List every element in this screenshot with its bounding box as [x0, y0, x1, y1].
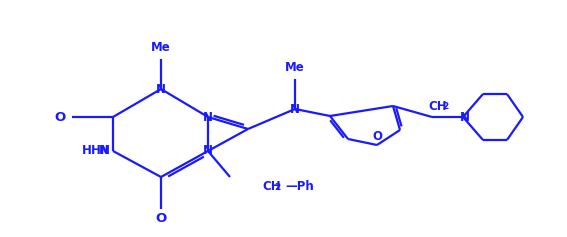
Text: 2: 2 [274, 182, 280, 191]
Text: N: N [203, 110, 213, 123]
Text: N: N [100, 145, 110, 158]
Text: Me: Me [285, 60, 305, 73]
Text: 2: 2 [442, 101, 448, 110]
Text: N: N [99, 145, 109, 158]
Text: N: N [156, 82, 166, 96]
Text: N: N [203, 145, 213, 158]
Text: O: O [155, 213, 167, 225]
Text: CH: CH [428, 100, 447, 113]
Text: —: — [446, 110, 458, 123]
Text: CH: CH [262, 181, 281, 193]
Text: N: N [460, 110, 470, 123]
Text: H: H [91, 145, 101, 158]
Text: O: O [372, 131, 382, 143]
Text: H: H [82, 145, 92, 158]
Text: Me: Me [151, 41, 171, 54]
Text: N: N [290, 102, 300, 115]
Text: O: O [54, 110, 66, 123]
Text: —Ph: —Ph [285, 181, 314, 193]
